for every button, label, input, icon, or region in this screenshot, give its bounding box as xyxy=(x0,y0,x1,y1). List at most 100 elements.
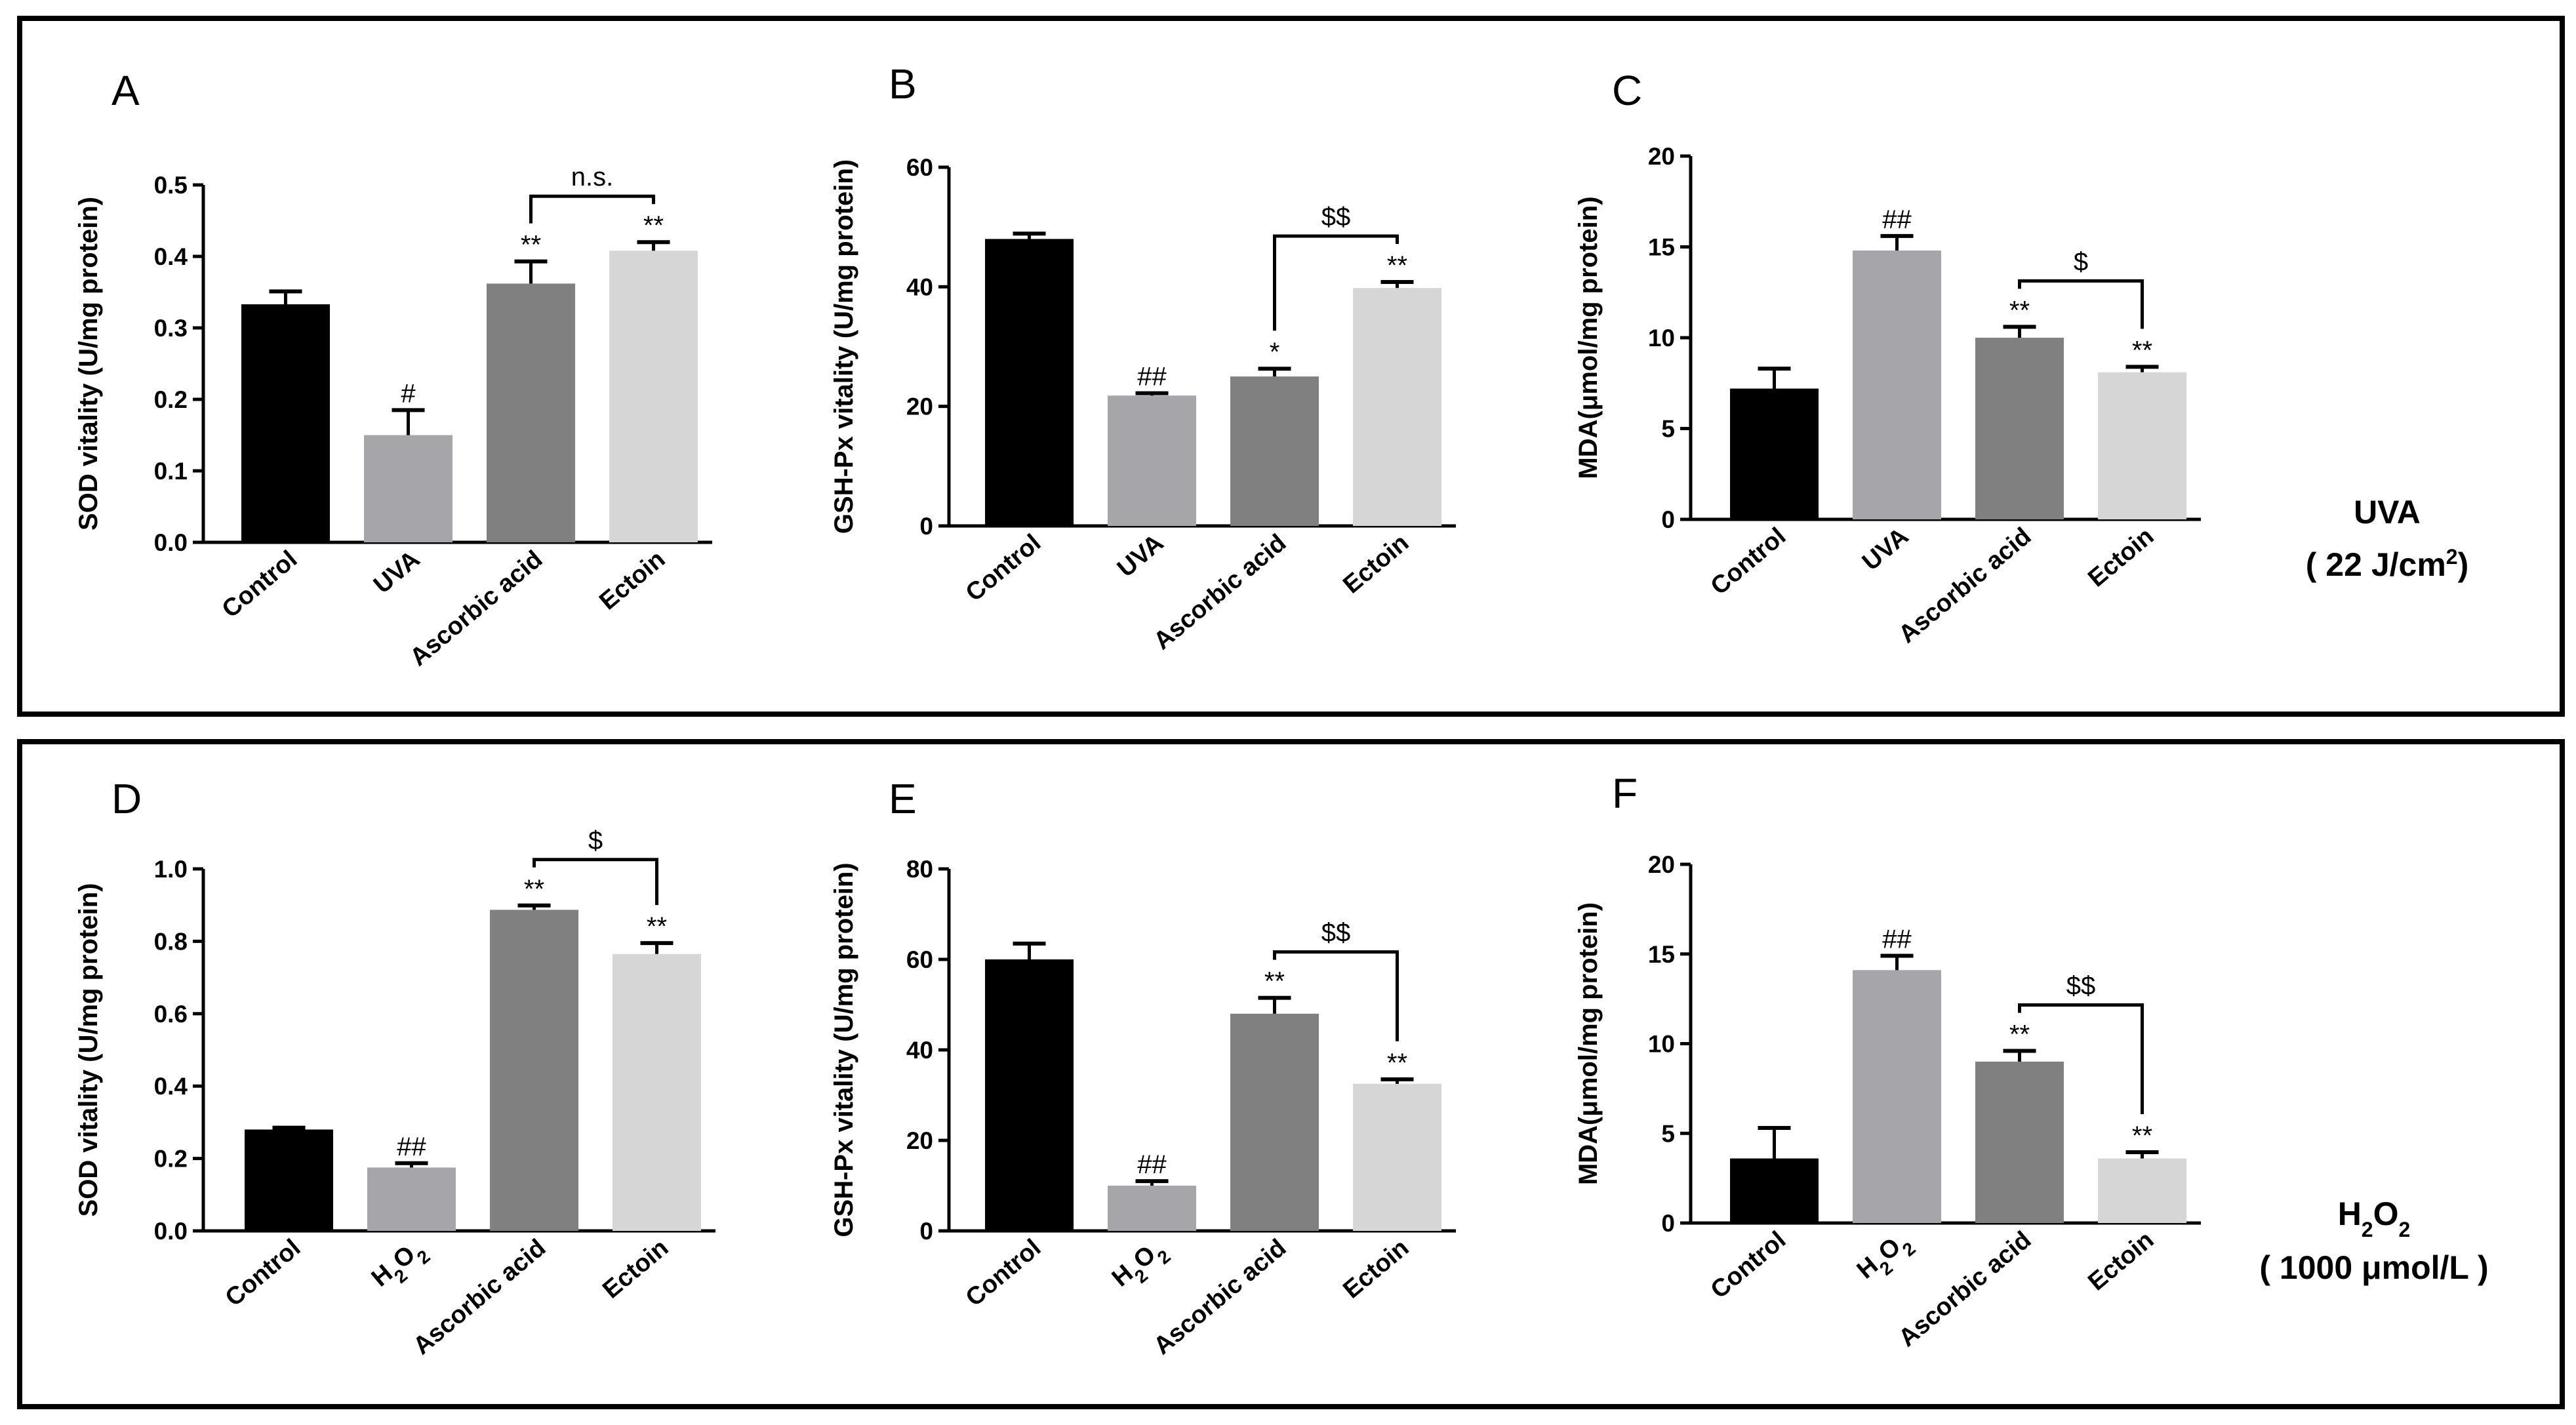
x-category-label: H2O2 xyxy=(1107,1234,1175,1298)
uva-label: UVA xyxy=(2354,494,2421,531)
y-tick-label: 5 xyxy=(1661,1120,1675,1147)
panel-b: B 0 20 40 60 GSH-Px vitality (U/mg protein) Co… xyxy=(830,60,1456,655)
significance-mark: ** xyxy=(647,912,667,941)
uva-condition-label: UVA ( 22 J/cm2) xyxy=(2306,494,2468,583)
bar xyxy=(1730,1158,1819,1223)
x-category-label: UVA xyxy=(1112,529,1169,583)
y-tick-label: 10 xyxy=(1648,325,1675,351)
bar xyxy=(1108,395,1196,526)
y-tick-label: 0.6 xyxy=(154,1001,188,1028)
panel-label: F xyxy=(1612,770,1638,817)
y-tick-label: 1.0 xyxy=(154,856,188,883)
x-category-label: Ectoin xyxy=(594,546,670,616)
h2o2-o: O xyxy=(2373,1195,2399,1232)
y-tick-label: 0.5 xyxy=(154,172,188,199)
y-axis-label: GSH-Px vitality (U/mg protein) xyxy=(830,862,858,1237)
x-category-label: H2O2 xyxy=(1852,1226,1920,1291)
bar xyxy=(1975,338,2064,519)
significance-mark: ** xyxy=(2132,1121,2152,1150)
y-tick-label: 0.8 xyxy=(154,928,188,955)
panel-label: C xyxy=(1612,67,1642,114)
x-category-label: Ascorbic acid xyxy=(1893,1226,2036,1352)
x-category-label: Ascorbic acid xyxy=(408,1234,551,1360)
y-tick-label: 20 xyxy=(1648,143,1675,170)
significance-mark: ** xyxy=(1264,967,1285,996)
bar xyxy=(487,283,575,542)
h2o2-sub1: 2 xyxy=(2362,1218,2373,1241)
y-tick-label: 0 xyxy=(919,1218,933,1245)
bar xyxy=(1730,388,1819,519)
significance-mark: # xyxy=(401,379,416,408)
uva-dose-label: ( 22 J/cm2) xyxy=(2306,545,2468,583)
y-tick-label: 40 xyxy=(906,273,933,300)
y-tick-label: 0.4 xyxy=(154,1073,188,1100)
bar xyxy=(1230,376,1319,526)
y-tick-label: 20 xyxy=(906,1127,933,1154)
h2o2-label: H2O2 xyxy=(2338,1195,2411,1241)
y-tick-label: 0 xyxy=(1661,1210,1675,1237)
x-category-label: Control xyxy=(961,529,1046,607)
significance-mark: ** xyxy=(521,231,541,260)
x-category-label: Control xyxy=(1706,523,1791,601)
y-tick-label: 0 xyxy=(1661,506,1675,533)
x-category-label: Control xyxy=(961,1234,1046,1312)
bracket-label: $$ xyxy=(2066,971,2096,1000)
y-tick-label: 0.3 xyxy=(154,315,188,342)
x-category-label: Control xyxy=(1706,1226,1791,1304)
y-tick-label: 15 xyxy=(1648,941,1675,968)
panel-label: D xyxy=(111,775,142,822)
y-axis-label: SOD vitality (U/mg protein) xyxy=(74,197,103,531)
h2o2-condition-label: H2O2 ( 1000 μmol/L ) xyxy=(2259,1195,2488,1286)
x-category-label: Ascorbic acid xyxy=(1893,523,2036,649)
bracket-label: $$ xyxy=(1321,919,1351,948)
y-tick-label: 10 xyxy=(1648,1031,1675,1058)
y-tick-label: 0.0 xyxy=(154,1218,188,1245)
bracket-label: n.s. xyxy=(571,163,613,191)
comparison-bracket xyxy=(533,858,658,906)
comparison-bracket xyxy=(2018,1003,2144,1114)
y-tick-label: 60 xyxy=(906,154,933,181)
y-tick-label: 0.2 xyxy=(154,386,188,413)
comparison-bracket xyxy=(529,194,655,224)
y-tick-label: 0.2 xyxy=(154,1146,188,1173)
y-axis-label: SOD vitality (U/mg protein) xyxy=(74,883,103,1217)
significance-mark: ## xyxy=(1882,205,1912,234)
h2o2-sub2: 2 xyxy=(2399,1218,2411,1241)
significance-mark: ** xyxy=(2009,1020,2030,1049)
y-axis-label: MDA(μmol/mg protein) xyxy=(1574,196,1603,479)
panel-label: E xyxy=(889,775,917,822)
bracket-label: $ xyxy=(588,826,603,855)
x-category-label: Ectoin xyxy=(1338,529,1414,599)
bar xyxy=(245,1129,333,1231)
y-tick-label: 15 xyxy=(1648,234,1675,261)
panel-d: D 0.0 0.2 0.4 0.6 0.8 1.0 SOD vitality (U/mg pr… xyxy=(74,775,715,1360)
y-tick-label: 80 xyxy=(906,856,933,883)
y-tick-label: 0.0 xyxy=(154,529,188,556)
bar xyxy=(609,251,698,542)
significance-mark: ** xyxy=(2132,336,2152,365)
bar xyxy=(1230,1013,1319,1231)
bar xyxy=(1975,1061,2064,1223)
bar xyxy=(1353,288,1441,526)
y-axis-label: MDA(μmol/mg protein) xyxy=(1574,902,1603,1185)
significance-mark: ## xyxy=(1882,925,1912,953)
bar xyxy=(490,910,578,1231)
bar xyxy=(367,1167,456,1231)
uva-dose-suffix: ) xyxy=(2458,546,2469,583)
significance-mark: ## xyxy=(397,1133,426,1161)
x-category-label: Ectoin xyxy=(2083,1226,2159,1296)
bracket-label: $ xyxy=(2074,247,2088,276)
h2o2-h: H xyxy=(2338,1195,2362,1232)
y-tick-label: 20 xyxy=(1648,851,1675,878)
bracket-label: $$ xyxy=(1321,203,1351,231)
x-category-label: UVA xyxy=(369,546,425,599)
x-category-label: Ascorbic acid xyxy=(1148,529,1291,655)
y-tick-label: 0 xyxy=(919,513,933,540)
bar xyxy=(613,953,701,1231)
panel-e: E 0 20 40 60 80 GSH-Px vitality (U/mg protein)… xyxy=(830,775,1456,1360)
x-category-label: H2O2 xyxy=(367,1234,434,1298)
x-category-label: Ascorbic acid xyxy=(405,546,548,672)
significance-mark: ## xyxy=(1137,1150,1167,1179)
x-category-label: Ascorbic acid xyxy=(1148,1234,1291,1360)
panel-c: C 0 5 10 15 20 MDA(μmol/mg protein) Control ## UV… xyxy=(1574,67,2201,649)
